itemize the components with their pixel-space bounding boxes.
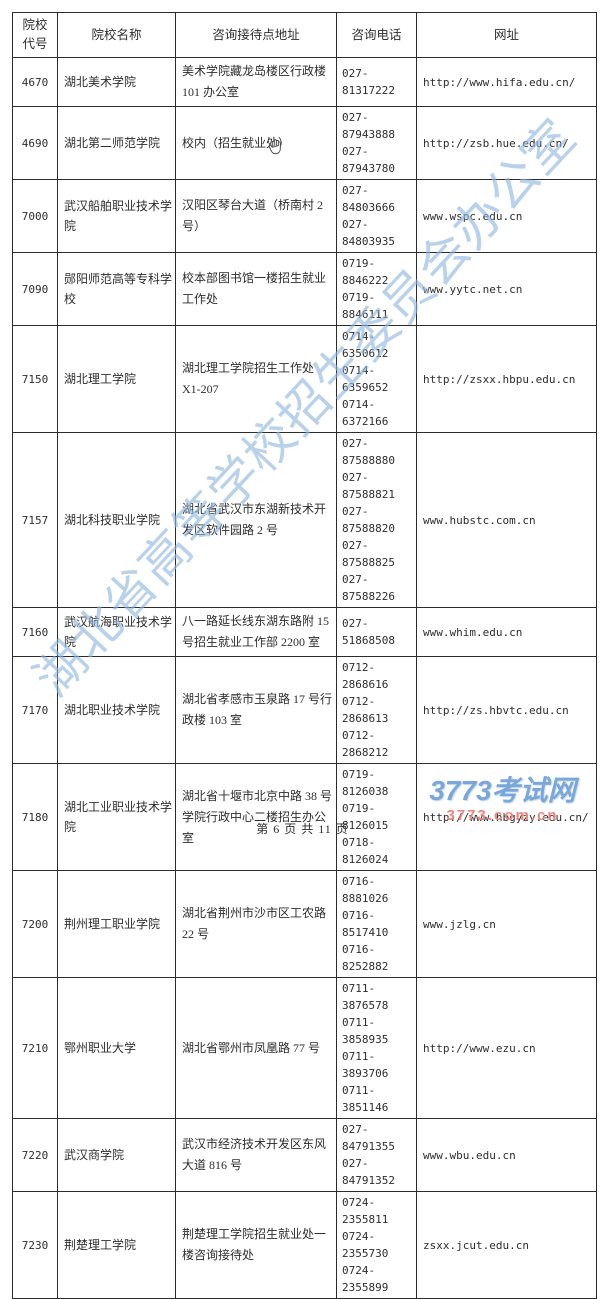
college-code-cell: 7220 (12, 1118, 58, 1192)
college-phones-cell: 027-81317222 (336, 57, 417, 107)
table-row: 4670 湖北美术学院 美术学院藏龙岛楼区行政楼 101 办公室 027-813172… (12, 57, 597, 107)
college-name-cell: 湖北职业技术学院 (57, 656, 176, 764)
college-phones-cell: 0714-6350612 0714-6359652 0714-6372166 (336, 325, 417, 433)
college-address-cell: 荆楚理工学院招生就业处一楼咨询接待处 (175, 1191, 337, 1299)
college-phones-cell: 0719-8126038 0719-8126015 0718-8126024 (336, 763, 417, 871)
college-code-cell: 4690 (12, 106, 58, 180)
college-code-cell: 7090 (12, 252, 58, 326)
table-row: 7160 武汉航海职业技术学院 八一路延长线东湖东路附 15 号招生就业工作部 22… (12, 607, 597, 657)
college-address-cell: 汉阳区琴台大道（桥南村 2 号） (175, 179, 337, 253)
college-address-cell: 湖北省十堰市北京中路 38 号学院行政中心二楼招生办公室 (175, 763, 337, 871)
college-address-cell: 武汉市经济技术开发区东风大道 816 号 (175, 1118, 337, 1192)
college-phones-cell: 027-84803666 027-84803935 (336, 179, 417, 253)
document-page: 湖北省高等学校招生委员会办公室 院校 代号 院校名称 咨询接待点地址 咨询电话 … (12, 12, 597, 1299)
college-address-cell: 八一路延长线东湖东路附 15 号招生就业工作部 2200 室 (175, 607, 337, 657)
table-row: 7230 荆楚理工学院 荆楚理工学院招生就业处一楼咨询接待处 0724-2355811… (12, 1191, 597, 1299)
college-website-cell: www.whim.edu.cn (416, 607, 597, 657)
college-name-cell: 湖北科技职业学院 (57, 432, 176, 608)
college-phones-cell: 027-84791355 027-84791352 (336, 1118, 417, 1192)
college-phones-cell: 0719-8846222 0719-8846111 (336, 252, 417, 326)
table-row: 7157 湖北科技职业学院 湖北省武汉市东湖新技术开发区软件园路 2 号 027-87… (12, 432, 597, 608)
college-name-cell: 武汉航海职业技术学院 (57, 607, 176, 657)
table-header-row: 院校 代号 院校名称 咨询接待点地址 咨询电话 网址 (12, 12, 597, 58)
table-row: 7210 鄂州职业大学 湖北省鄂州市凤凰路 77 号 0711-3876578 071… (12, 977, 597, 1119)
college-code-cell: 7150 (12, 325, 58, 433)
table-row: 7090 郧阳师范高等专科学校 校本部图书馆一楼招生就业工作处 0719-884622… (12, 252, 597, 326)
college-website-cell: http://zs.hbvtc.edu.cn (416, 656, 597, 764)
college-name-cell: 郧阳师范高等专科学校 (57, 252, 176, 326)
college-code-cell: 7160 (12, 607, 58, 657)
college-address-cell: 美术学院藏龙岛楼区行政楼 101 办公室 (175, 57, 337, 107)
college-code-cell: 7230 (12, 1191, 58, 1299)
table-row: 7200 荆州理工职业学院 湖北省荆州市沙市区工农路 22 号 0716-888102… (12, 870, 597, 978)
college-code-cell: 7157 (12, 432, 58, 608)
college-website-cell: zsxx.jcut.edu.cn (416, 1191, 597, 1299)
page-number-footer: 第 6 页 共 11 页 (256, 822, 349, 836)
college-address-cell: 湖北省鄂州市凤凰路 77 号 (175, 977, 337, 1119)
header-college-name: 院校名称 (57, 12, 176, 58)
college-phones-cell: 027-51868508 (336, 607, 417, 657)
college-website-cell: www.jzlg.cn (416, 870, 597, 978)
header-college-code: 院校 代号 (12, 12, 58, 58)
college-website-cell: www.hubstc.com.cn (416, 432, 597, 608)
college-code-cell: 7170 (12, 656, 58, 764)
college-name-cell: 湖北美术学院 (57, 57, 176, 107)
college-name-cell: 鄂州职业大学 (57, 977, 176, 1119)
college-name-cell: 湖北理工学院 (57, 325, 176, 433)
college-website-cell: www.yytc.net.cn (416, 252, 597, 326)
college-name-cell: 湖北工业职业技术学院 (57, 763, 176, 871)
table-row: 7150 湖北理工学院 湖北理工学院招生工作处 X1-207 0714-6350612… (12, 325, 597, 433)
table-row: 7170 湖北职业技术学院 湖北省孝感市玉泉路 17 号行政楼 103 室 0712-… (12, 656, 597, 764)
college-address-cell: 湖北省孝感市玉泉路 17 号行政楼 103 室 (175, 656, 337, 764)
college-name-cell: 湖北第二师范学院 (57, 106, 176, 180)
logo-subtitle: 3773.com.cn (446, 807, 559, 824)
college-code-cell: 7000 (12, 179, 58, 253)
college-phones-cell: 0716-8881026 0716-8517410 0716-8252882 (336, 870, 417, 978)
header-address: 咨询接待点地址 (175, 12, 337, 58)
college-website-cell: www.wspc.edu.cn (416, 179, 597, 253)
college-website-cell: http://www.ezu.cn (416, 977, 597, 1119)
table-row: 7220 武汉商学院 武汉市经济技术开发区东风大道 816 号 027-8479135… (12, 1118, 597, 1192)
college-code-cell: 7210 (12, 977, 58, 1119)
college-website-cell: www.wbu.edu.cn (416, 1118, 597, 1192)
logo-title: 3773考试网 (429, 775, 576, 806)
college-phones-cell: 0711-3876578 0711-3858935 0711-3893706 0… (336, 977, 417, 1119)
table-row: 7000 武汉船舶职业技术学院 汉阳区琴台大道（桥南村 2 号） 027-848036… (12, 179, 597, 253)
college-phones-cell: 0724-2355811 0724-2355730 0724-2355899 (336, 1191, 417, 1299)
college-name-cell: 荆楚理工学院 (57, 1191, 176, 1299)
college-phones-cell: 0712-2868616 0712-2868613 0712-2868212 (336, 656, 417, 764)
college-address-cell: 湖北理工学院招生工作处 X1-207 (175, 325, 337, 433)
header-website: 网址 (416, 12, 597, 58)
college-name-cell: 荆州理工职业学院 (57, 870, 176, 978)
table-row: 4690 湖北第二师范学院 校内（招生就业处） 027-87943888 027-87… (12, 106, 597, 180)
college-code-cell: 7200 (12, 870, 58, 978)
college-address-cell: 校本部图书馆一楼招生就业工作处 (175, 252, 337, 326)
college-website-cell: http://zsxx.hbpu.edu.cn (416, 325, 597, 433)
college-name-cell: 武汉船舶职业技术学院 (57, 179, 176, 253)
college-code-cell: 4670 (12, 57, 58, 107)
college-address-cell: 湖北省武汉市东湖新技术开发区软件园路 2 号 (175, 432, 337, 608)
college-phones-cell: 027-87943888 027-87943780 (336, 106, 417, 180)
header-phone: 咨询电话 (336, 12, 417, 58)
college-address-cell: 湖北省荆州市沙市区工农路 22 号 (175, 870, 337, 978)
college-name-cell: 武汉商学院 (57, 1118, 176, 1192)
college-address-cell: 校内（招生就业处） (175, 106, 337, 180)
site-logo: 3773考试网 3773.com.cn (420, 775, 585, 825)
college-website-cell: http://www.hifa.edu.cn/ (416, 57, 597, 107)
college-phones-cell: 027-87588880 027-87588821 027-87588820 0… (336, 432, 417, 608)
college-website-cell: http://zsb.hue.edu.cn/ (416, 106, 597, 180)
college-code-cell: 7180 (12, 763, 58, 871)
college-consultation-table: 院校 代号 院校名称 咨询接待点地址 咨询电话 网址 4670 湖北美术学院 美术学… (12, 12, 597, 1299)
